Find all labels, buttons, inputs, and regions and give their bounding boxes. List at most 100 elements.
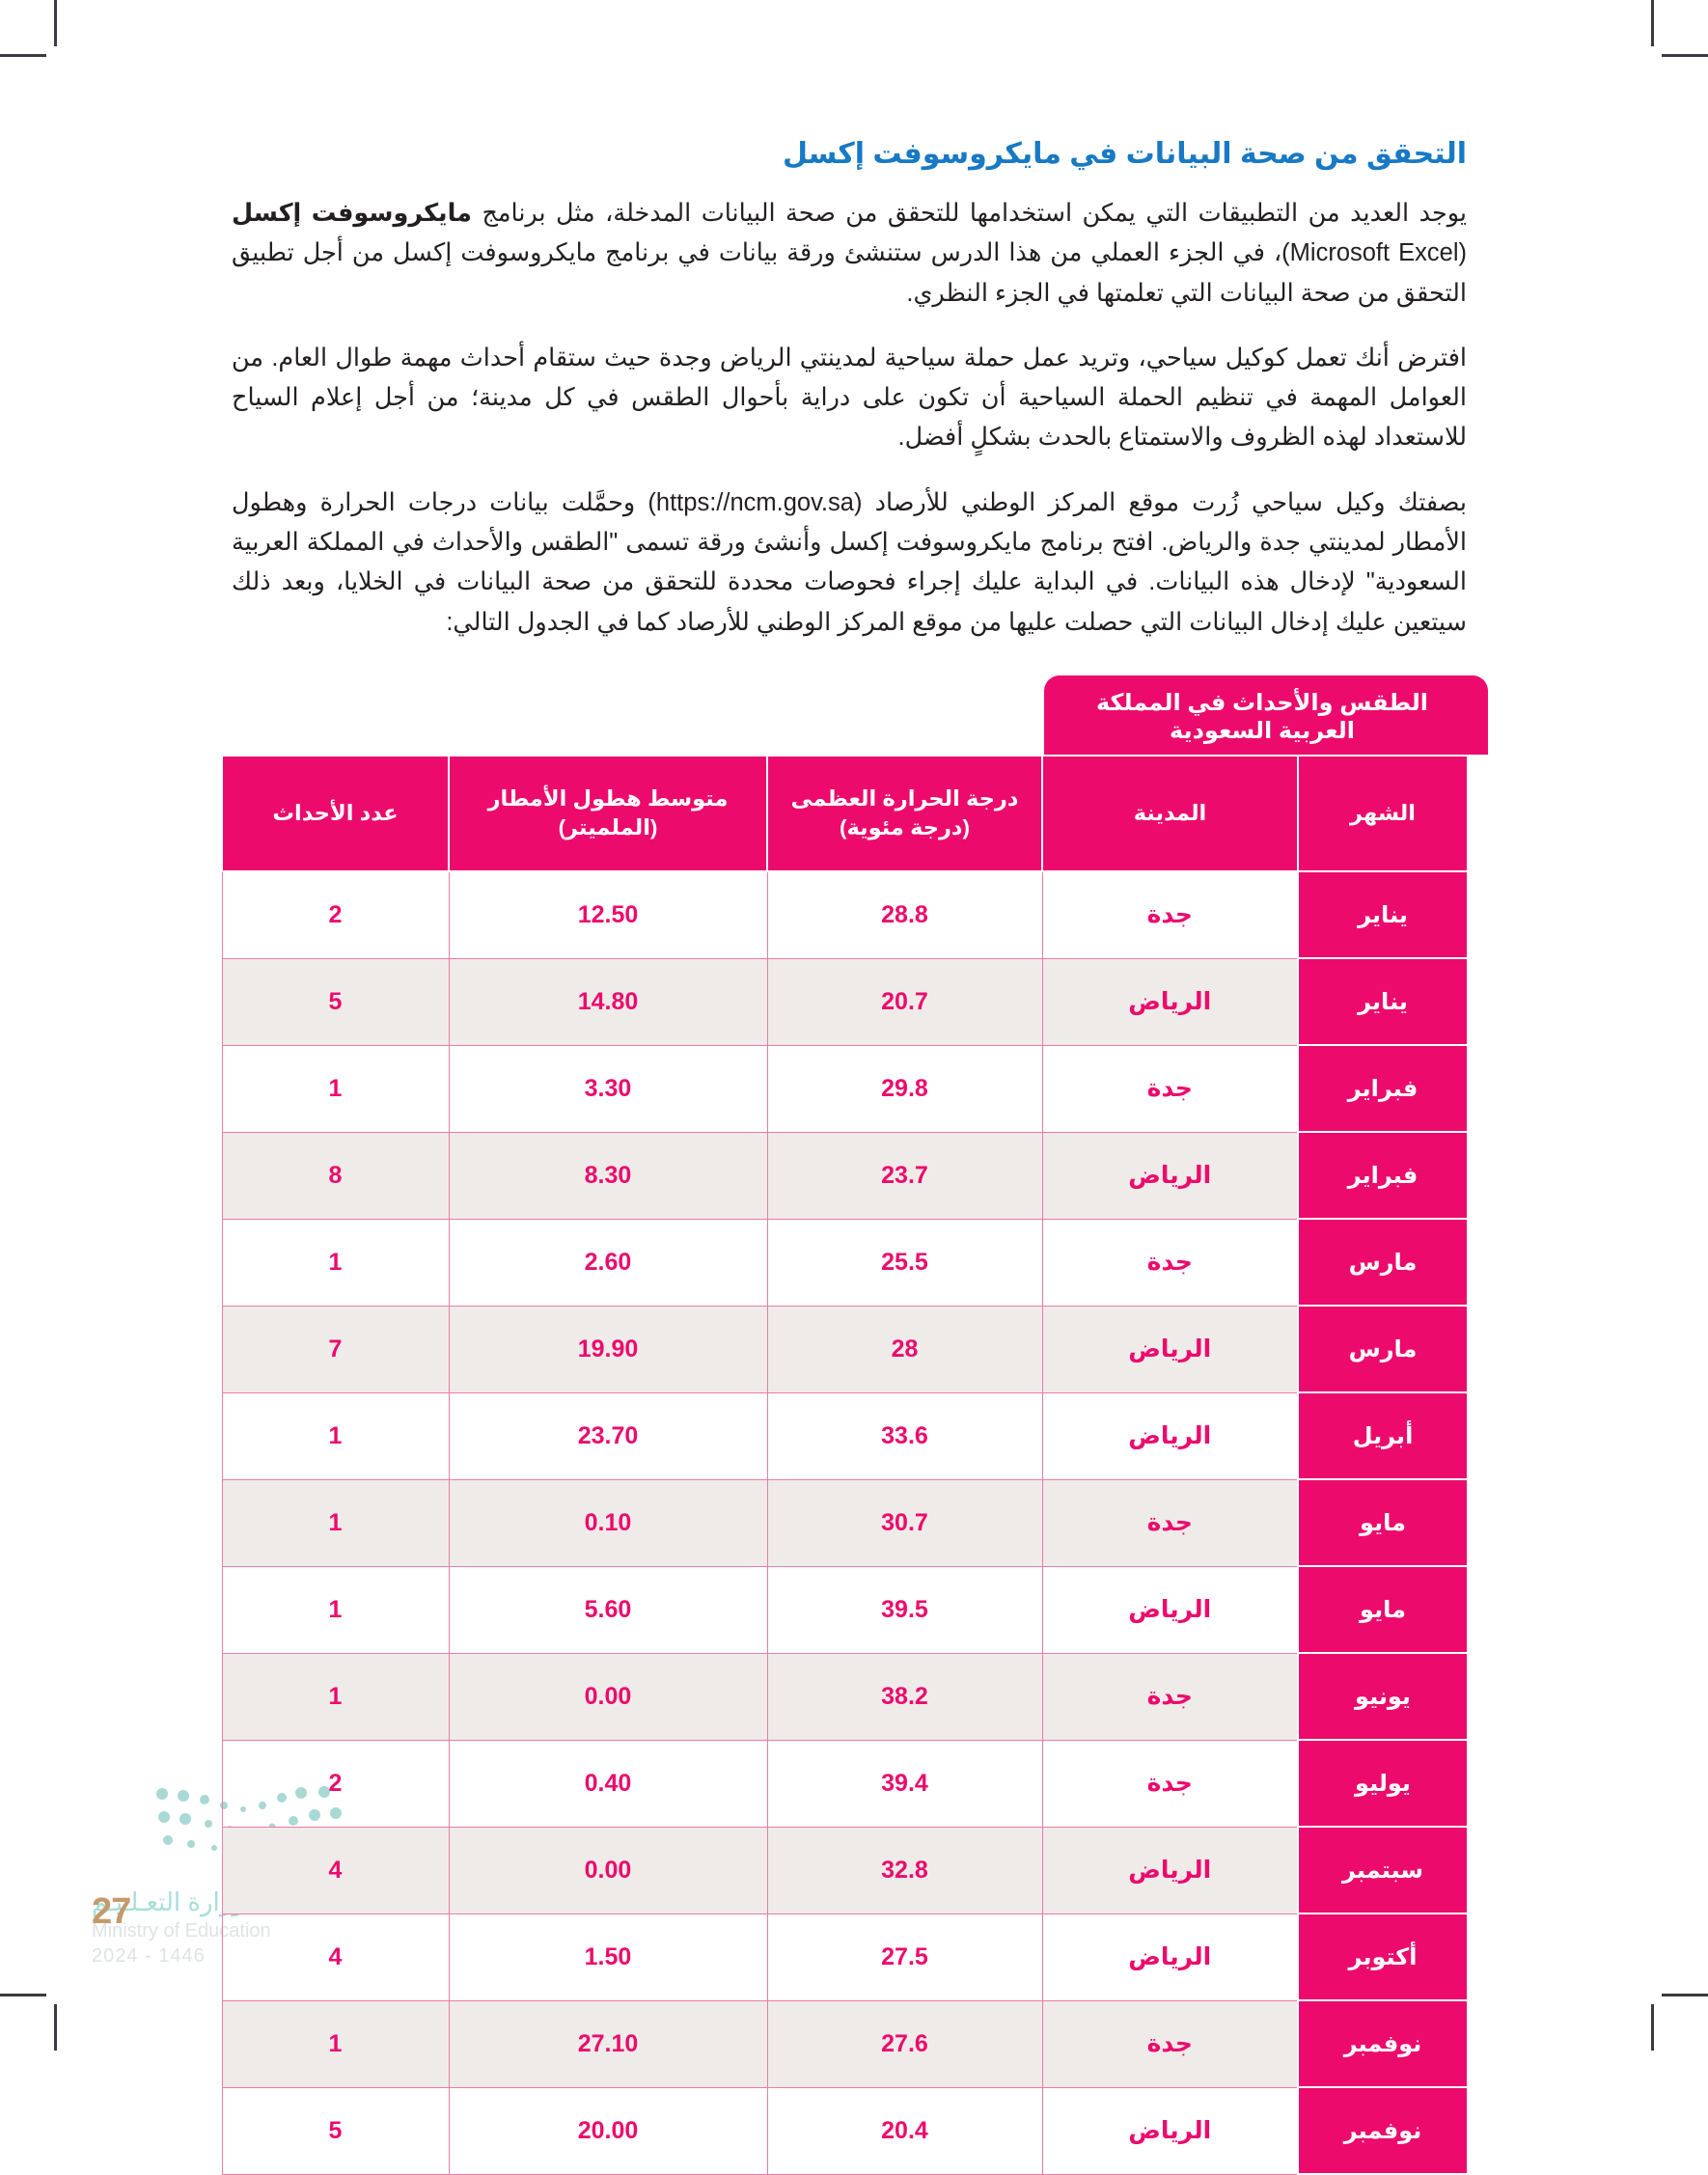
cell-temp: 39.4 <box>766 1739 1043 1828</box>
column-header-month: الشهر <box>1297 755 1467 872</box>
weather-events-table: الشهر المدينة درجة الحرارة العظمى (درجة … <box>221 755 1467 2175</box>
cell-events: 7 <box>221 1305 450 1393</box>
table-row: يناير الرياض 20.7 14.80 5 <box>221 957 1467 1046</box>
cell-rain: 5.60 <box>448 1565 768 1654</box>
cell-rain: 0.40 <box>448 1739 768 1828</box>
crop-mark-bottom-left-v <box>54 2004 57 2051</box>
cell-events: 1 <box>221 1999 450 2088</box>
cell-month: مارس <box>1297 1218 1467 1307</box>
cell-city: جدة <box>1041 1739 1299 1828</box>
cell-rain: 23.70 <box>448 1391 768 1480</box>
lesson-text-block: التحقق من صحة البيانات في مايكروسوفت إكس… <box>232 135 1467 668</box>
table-row: مايو جدة 30.7 0.10 1 <box>221 1478 1467 1567</box>
cell-month: مارس <box>1297 1305 1467 1393</box>
table-row: نوفمبر جدة 27.6 27.10 1 <box>221 1999 1467 2088</box>
cell-month: يوليو <box>1297 1739 1467 1828</box>
table-row: يناير جدة 28.8 12.50 2 <box>221 870 1467 959</box>
paragraph-intro-part2: (Microsoft Excel)، في الجزء العملي من هذ… <box>232 239 1467 307</box>
cell-month: نوفمبر <box>1297 2086 1467 2175</box>
cell-temp: 23.7 <box>766 1131 1043 1220</box>
cell-city: جدة <box>1041 1044 1299 1133</box>
cell-events: 1 <box>221 1652 450 1741</box>
cell-temp: 27.5 <box>766 1913 1043 2001</box>
cell-city: الرياض <box>1041 1913 1299 2001</box>
crop-mark-top-left-v <box>54 0 57 46</box>
cell-temp: 27.6 <box>766 1999 1043 2088</box>
paragraph-intro-bold: مايكروسوفت إكسل <box>232 200 472 227</box>
crop-mark-bottom-left-h <box>0 1994 46 1996</box>
cell-events: 1 <box>221 1478 450 1567</box>
cell-city: الرياض <box>1041 1391 1299 1480</box>
cell-temp: 30.7 <box>766 1478 1043 1567</box>
cell-rain: 1.50 <box>448 1913 768 2001</box>
cell-rain: 14.80 <box>448 957 768 1046</box>
publication-year: 2024 - 1446 <box>92 1945 206 1967</box>
table-row: مايو الرياض 39.5 5.60 1 <box>221 1565 1467 1654</box>
cell-events: 1 <box>221 1218 450 1307</box>
crop-mark-top-right-v <box>1651 0 1654 46</box>
cell-rain: 0.00 <box>448 1826 768 1914</box>
cell-city: جدة <box>1041 870 1299 959</box>
column-header-city: المدينة <box>1041 755 1299 872</box>
table-header-row: الشهر المدينة درجة الحرارة العظمى (درجة … <box>221 755 1467 872</box>
paragraph-intro: يوجد العديد من التطبيقات التي يمكن استخد… <box>232 194 1467 314</box>
paragraph-intro-part1: يوجد العديد من التطبيقات التي يمكن استخد… <box>471 200 1467 227</box>
crop-mark-top-right-h <box>1662 54 1708 57</box>
cell-month: يناير <box>1297 957 1467 1046</box>
weather-table-block: الطقس والأحداث في المملكة العربية السعود… <box>221 675 1488 2175</box>
cell-city: الرياض <box>1041 2086 1299 2175</box>
cell-month: فبراير <box>1297 1131 1467 1220</box>
cell-month: يناير <box>1297 870 1467 959</box>
cell-rain: 19.90 <box>448 1305 768 1393</box>
cell-rain: 8.30 <box>448 1131 768 1220</box>
cell-events: 4 <box>221 1826 450 1914</box>
cell-rain: 20.00 <box>448 2086 768 2175</box>
page-title: التحقق من صحة البيانات في مايكروسوفت إكس… <box>782 138 1467 170</box>
cell-temp: 20.7 <box>766 957 1043 1046</box>
cell-events: 1 <box>221 1565 450 1654</box>
cell-city: جدة <box>1041 1218 1299 1307</box>
ministry-name-ar: وزارة التعـلـيـم <box>92 1887 244 1916</box>
table-row: فبراير جدة 29.8 3.30 1 <box>221 1044 1467 1133</box>
table-row: سبتمبر الرياض 32.8 0.00 4 <box>221 1826 1467 1914</box>
column-header-temp: درجة الحرارة العظمى (درجة مئوية) <box>766 755 1043 872</box>
cell-city: جدة <box>1041 1478 1299 1567</box>
cell-month: سبتمبر <box>1297 1826 1467 1914</box>
cell-month: فبراير <box>1297 1044 1467 1133</box>
cell-city: جدة <box>1041 1652 1299 1741</box>
cell-temp: 39.5 <box>766 1565 1043 1654</box>
cell-temp: 32.8 <box>766 1826 1043 1914</box>
cell-rain: 12.50 <box>448 870 768 959</box>
cell-rain: 2.60 <box>448 1218 768 1307</box>
cell-temp: 29.8 <box>766 1044 1043 1133</box>
cell-events: 8 <box>221 1131 450 1220</box>
cell-events: 2 <box>221 870 450 959</box>
cell-month: أبريل <box>1297 1391 1467 1480</box>
column-header-events: عدد الأحداث <box>221 755 450 872</box>
table-body: يناير جدة 28.8 12.50 2 يناير الرياض 20.7 14.80 5 ف… <box>221 870 1467 2175</box>
crop-mark-top-left-h <box>0 54 46 57</box>
cell-rain: 3.30 <box>448 1044 768 1133</box>
cell-temp: 38.2 <box>766 1652 1043 1741</box>
table-row: أبريل الرياض 33.6 23.70 1 <box>221 1391 1467 1480</box>
cell-city: الرياض <box>1041 1131 1299 1220</box>
cell-temp: 28 <box>766 1305 1043 1393</box>
cell-city: جدة <box>1041 1999 1299 2088</box>
table-row: فبراير الرياض 23.7 8.30 8 <box>221 1131 1467 1220</box>
cell-events: 4 <box>221 1913 450 2001</box>
table-row: مارس الرياض 28 19.90 7 <box>221 1305 1467 1393</box>
cell-rain: 0.00 <box>448 1652 768 1741</box>
cell-month: يونيو <box>1297 1652 1467 1741</box>
cell-temp: 20.4 <box>766 2086 1043 2175</box>
cell-city: الرياض <box>1041 1565 1299 1654</box>
cell-city: الرياض <box>1041 957 1299 1046</box>
paragraph-task: بصفتك وكيل سياحي زُرت موقع المركز الوطني… <box>232 488 1467 636</box>
page-number: 27 <box>92 1891 131 1932</box>
paragraph-scenario: افترض أنك تعمل كوكيل سياحي، وتريد عمل حم… <box>232 344 1468 452</box>
table-row: يونيو جدة 38.2 0.00 1 <box>221 1652 1467 1741</box>
cell-city: الرياض <box>1041 1826 1299 1914</box>
crop-mark-bottom-right-v <box>1651 2004 1654 2051</box>
cell-events: 5 <box>221 2086 450 2175</box>
cell-rain: 0.10 <box>448 1478 768 1567</box>
column-header-rain: متوسط هطول الأمطار (الملميتر) <box>448 755 768 872</box>
